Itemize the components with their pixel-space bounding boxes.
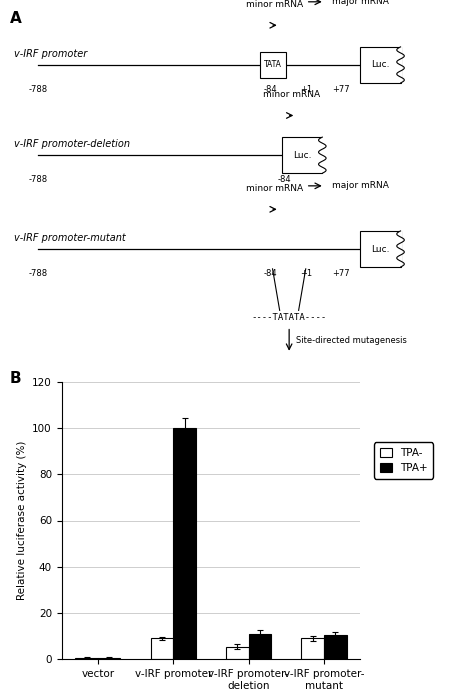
Text: -788: -788 [28,175,47,184]
Text: minor mRNA: minor mRNA [263,90,320,99]
Bar [360,231,401,267]
Text: Luc.: Luc. [293,151,311,160]
Bar [249,634,271,659]
Text: v-IRF promoter-mutant: v-IRF promoter-mutant [14,233,126,243]
Bar [321,137,324,174]
Text: minor mRNA: minor mRNA [246,0,303,9]
Text: Luc.: Luc. [371,244,390,253]
Text: major mRNA: major mRNA [332,181,389,190]
Bar [301,638,324,659]
Text: A: A [9,11,21,26]
Text: +1: +1 [300,269,312,278]
Bar [399,47,402,83]
Legend: TPA-, TPA+: TPA-, TPA+ [374,443,433,478]
Bar [259,52,285,78]
Text: minor mRNA: minor mRNA [246,184,303,193]
Text: major mRNA: major mRNA [332,0,389,6]
Bar [173,428,196,659]
Text: +1: +1 [300,85,312,94]
Text: -84: -84 [278,175,291,184]
Text: ----TAGCTC----: ----TAGCTC---- [252,382,327,391]
Text: B: B [9,371,21,387]
Bar [324,635,346,659]
Text: v-IRF promoter-deletion: v-IRF promoter-deletion [14,139,130,149]
Text: v-IRF promoter: v-IRF promoter [14,49,88,59]
Text: -84: -84 [264,269,277,278]
Text: +77: +77 [332,85,350,94]
Y-axis label: Relative luciferase activity (%): Relative luciferase activity (%) [17,441,27,600]
Text: +77: +77 [332,269,350,278]
Text: Site-directed mutagenesis: Site-directed mutagenesis [296,336,407,345]
Bar [282,137,322,174]
Text: -788: -788 [28,269,47,278]
Bar [360,47,401,83]
Bar [226,647,249,659]
Text: Luc.: Luc. [371,60,390,69]
Bar [399,231,402,267]
Bar [75,658,98,659]
Text: ----TATATA----: ----TATATA---- [252,313,327,322]
Text: -84: -84 [264,85,277,94]
Bar [98,658,120,659]
Text: TATA: TATA [264,60,282,69]
Text: -788: -788 [28,85,47,94]
Bar [151,638,173,659]
